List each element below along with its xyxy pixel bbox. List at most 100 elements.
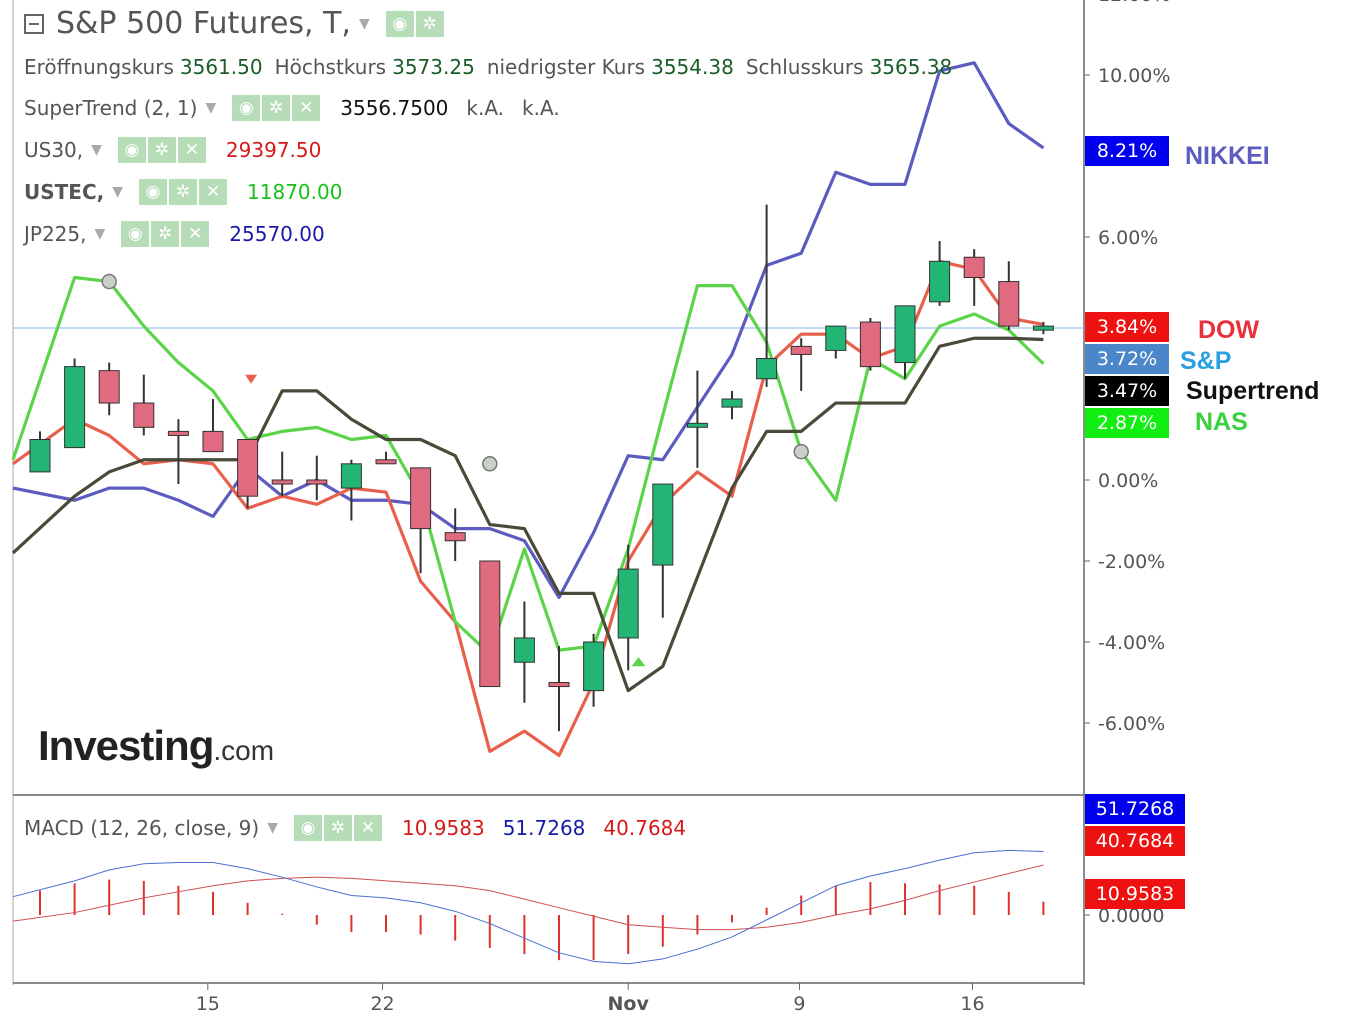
candle-body bbox=[29, 439, 51, 473]
y-tick-label: -6.00% bbox=[1098, 713, 1165, 735]
close-icon[interactable]: ✕ bbox=[177, 137, 206, 163]
chevron-down-icon[interactable]: ▼ bbox=[205, 100, 217, 116]
macd-tools: ◉ ✲ ✕ bbox=[293, 815, 382, 841]
macd-hist-tag: 10.9583 bbox=[1085, 879, 1185, 909]
chevron-down-icon[interactable]: ▼ bbox=[358, 15, 370, 32]
eye-icon[interactable]: ◉ bbox=[117, 137, 146, 163]
candle-body bbox=[340, 463, 362, 489]
jp225-tools: ◉ ✲ ✕ bbox=[121, 221, 210, 247]
candle-body bbox=[375, 459, 397, 465]
gear-icon[interactable]: ✲ bbox=[147, 137, 176, 163]
chevron-down-icon[interactable]: ▼ bbox=[112, 184, 124, 200]
logo-suffix: .com bbox=[213, 735, 275, 766]
ustec-label: USTEC, bbox=[24, 180, 105, 204]
ustec-tools: ◉ ✲ ✕ bbox=[139, 179, 228, 205]
candle-body bbox=[1032, 325, 1054, 331]
dow-side-label: DOW bbox=[1198, 316, 1260, 344]
jp225-value: 25570.00 bbox=[229, 222, 325, 246]
candle-body bbox=[513, 637, 535, 663]
nas-pct-tag: 2.87% bbox=[1085, 408, 1169, 438]
candle-body bbox=[98, 370, 120, 404]
close-icon[interactable]: ✕ bbox=[353, 815, 382, 841]
dow-pct-tag: 3.84% bbox=[1085, 312, 1169, 342]
macd-line bbox=[12, 849, 1044, 965]
macd-signal-line bbox=[12, 864, 1044, 931]
series-line-nas bbox=[11, 275, 1045, 656]
candle-body bbox=[444, 532, 466, 542]
gear-icon[interactable]: ✲ bbox=[151, 221, 180, 247]
x-tick-label: Nov bbox=[608, 993, 650, 1015]
candlesticks bbox=[29, 204, 1054, 732]
investing-logo: Investing.com bbox=[38, 722, 274, 770]
us30-label: US30, bbox=[24, 138, 84, 162]
sp-side-label: S&P bbox=[1180, 347, 1232, 375]
supertrend-flip-dot bbox=[482, 456, 498, 472]
high-value: 3573.25 bbox=[392, 55, 475, 79]
gear-icon[interactable]: ✲ bbox=[169, 179, 198, 205]
nas-side-label: NAS bbox=[1195, 408, 1248, 436]
x-tick-label: 16 bbox=[960, 993, 984, 1015]
candle-body bbox=[686, 422, 708, 428]
candle-body bbox=[652, 483, 674, 566]
candle-body bbox=[202, 430, 224, 453]
supertrend-flip-dot bbox=[101, 273, 117, 290]
ustec-value: 11870.00 bbox=[247, 180, 343, 204]
close-value: 3565.38 bbox=[869, 55, 953, 79]
gear-icon[interactable]: ✲ bbox=[262, 95, 291, 121]
y-tick-label: 6.00% bbox=[1098, 227, 1158, 249]
eye-icon[interactable]: ◉ bbox=[385, 10, 414, 37]
supertrend-v2: k.A. bbox=[466, 96, 505, 120]
candle-body bbox=[721, 398, 743, 408]
candle-body bbox=[133, 402, 155, 428]
chart-title-row: S&P 500 Futures, T, ▼ ◉ ✲ bbox=[24, 6, 458, 41]
candle-body bbox=[548, 682, 570, 688]
candle-body bbox=[790, 345, 812, 355]
nikkei-side-label: NIKKEI bbox=[1185, 142, 1270, 170]
candle-body bbox=[167, 430, 189, 436]
chevron-down-icon[interactable]: ▼ bbox=[267, 820, 278, 836]
candle-body bbox=[929, 260, 951, 303]
collapse-icon[interactable] bbox=[24, 13, 44, 34]
supertrend-legend: SuperTrend (2, 1) ▼ ◉ ✲ ✕ 3556.7500 k.A.… bbox=[24, 95, 572, 121]
eye-icon[interactable]: ◉ bbox=[121, 221, 150, 247]
macd-pane bbox=[12, 849, 1045, 965]
logo-main: Investing bbox=[38, 722, 214, 769]
macd-line-value: 51.7268 bbox=[502, 816, 586, 840]
us30-value: 29397.50 bbox=[225, 138, 322, 162]
chevron-down-icon[interactable]: ▼ bbox=[94, 226, 106, 242]
supertrend-flip-dot bbox=[793, 443, 809, 460]
gear-icon[interactable]: ✲ bbox=[415, 10, 444, 37]
open-value: 3561.50 bbox=[179, 55, 263, 79]
macd-label: MACD (12, 26, close, 9) bbox=[24, 816, 260, 840]
chart-frame bbox=[12, 0, 1085, 985]
candle-body bbox=[271, 479, 293, 485]
macd-hist-value: 10.9583 bbox=[401, 816, 485, 840]
close-icon[interactable]: ✕ bbox=[292, 95, 321, 121]
candle-body bbox=[859, 321, 881, 368]
series-line-nikkei bbox=[12, 61, 1045, 600]
candle-body bbox=[756, 358, 778, 380]
open-label: Eröffnungskurs bbox=[24, 55, 174, 79]
gear-icon[interactable]: ✲ bbox=[323, 815, 352, 841]
sell-arrow-icon bbox=[245, 374, 258, 384]
y-tick-label: 0.00% bbox=[1098, 470, 1158, 492]
series-line-supertrend bbox=[11, 336, 1044, 693]
candle-body bbox=[963, 256, 985, 278]
macd-zero-label: 0.0000 bbox=[1098, 905, 1164, 927]
close-icon[interactable]: ✕ bbox=[181, 221, 210, 247]
macd-line-tag: 51.7268 bbox=[1085, 794, 1185, 824]
axes: 12.00% 10.00% 6.00% 0.00% -2.00% -4.00% -6.00%… bbox=[196, 0, 1171, 1015]
close-label: Schlusskurs bbox=[745, 55, 864, 79]
y-tick-label: -4.00% bbox=[1098, 632, 1165, 654]
close-icon[interactable]: ✕ bbox=[199, 179, 228, 205]
low-value: 3554.38 bbox=[651, 55, 734, 79]
series-line-dow bbox=[12, 259, 1044, 758]
chevron-down-icon[interactable]: ▼ bbox=[91, 142, 102, 158]
y-tick-label: -2.00% bbox=[1098, 551, 1165, 573]
chart-title: S&P 500 Futures, T, bbox=[56, 6, 351, 41]
eye-icon[interactable]: ◉ bbox=[232, 95, 261, 121]
eye-icon[interactable]: ◉ bbox=[139, 179, 168, 205]
sp-pct-tag: 3.72% bbox=[1085, 344, 1169, 374]
eye-icon[interactable]: ◉ bbox=[293, 815, 322, 841]
